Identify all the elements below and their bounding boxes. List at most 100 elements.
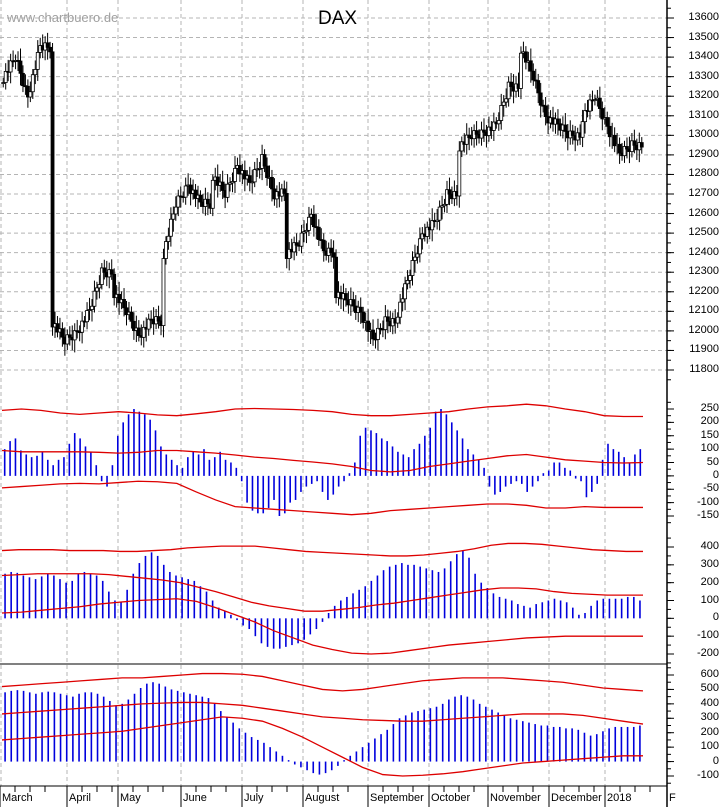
candle-body: [220, 181, 225, 191]
chart-title: DAX: [318, 8, 358, 29]
candle-body: [499, 105, 504, 121]
candle-body: [124, 307, 129, 316]
candle-body: [156, 316, 161, 322]
candle-body: [536, 80, 541, 94]
month-label: October: [431, 792, 471, 804]
candle-body: [366, 320, 371, 332]
y-tick-label: -150: [696, 509, 719, 521]
candle-body: [376, 327, 380, 340]
candle-body: [597, 97, 602, 109]
candle-body: [329, 247, 334, 254]
y-tick-label: -50: [703, 482, 719, 495]
y-tick-label: 400: [700, 696, 719, 709]
candle-body: [287, 248, 292, 259]
candle-body: [538, 92, 543, 106]
candle-body: [55, 323, 60, 333]
candle-body: [146, 318, 151, 330]
candle-body: [435, 219, 440, 222]
candle-body: [238, 165, 242, 175]
month-label: November: [490, 792, 541, 804]
candle-body: [262, 154, 267, 167]
candle-body: [252, 169, 257, 183]
candle-body: [543, 105, 548, 117]
candle-body: [90, 305, 94, 310]
candle-body: [60, 328, 65, 338]
candle-body: [639, 142, 644, 148]
candle-body: [430, 220, 435, 231]
middle-band-line: [1, 449, 644, 473]
candle-body: [600, 108, 605, 120]
candle-body: [457, 150, 462, 197]
y-tick-label: 12400: [688, 245, 719, 258]
candle-body: [622, 146, 627, 157]
candle-body: [225, 183, 230, 198]
candle-body: [383, 316, 388, 330]
y-tick-label: -200: [696, 647, 719, 659]
candle-body: [247, 175, 252, 183]
candle-body: [35, 52, 40, 70]
candle-body: [307, 216, 311, 231]
y-tick-label: 250: [700, 402, 719, 414]
month-label: December: [551, 792, 602, 804]
candle-body: [97, 284, 102, 289]
y-tick-label: 13100: [688, 108, 719, 121]
candle-body: [67, 334, 72, 338]
candle-body: [487, 126, 491, 136]
y-tick-label: 12300: [688, 265, 719, 278]
y-tick-label: -100: [696, 769, 719, 781]
candle-body: [215, 176, 220, 186]
candle-body: [371, 329, 375, 340]
candle-body: [580, 121, 585, 138]
y-tick-label: 13500: [688, 30, 719, 43]
candle-body: [361, 311, 366, 323]
candle-body: [632, 140, 637, 146]
candle-body: [482, 129, 486, 133]
candle-body: [171, 213, 176, 220]
candle-body: [617, 143, 622, 154]
candle-body: [445, 189, 449, 205]
y-tick-label: 100: [700, 442, 719, 455]
candle-body: [112, 273, 117, 299]
candle-body: [3, 70, 8, 83]
upper-band-line: [1, 672, 644, 692]
candle-body: [302, 231, 306, 234]
month-label: July: [244, 792, 264, 804]
candle-body: [398, 301, 403, 318]
month-label: August: [305, 792, 340, 804]
y-tick-label: 50: [706, 455, 719, 468]
candle-body: [166, 235, 171, 242]
candle-body: [408, 275, 412, 281]
candle-body: [131, 320, 136, 331]
candle-body: [188, 184, 193, 194]
candle-body: [198, 194, 203, 203]
y-tick-label: 12900: [688, 147, 719, 160]
candle-body: [228, 182, 232, 185]
candle-body: [437, 206, 442, 221]
candle-body: [48, 46, 52, 53]
candle-body: [417, 238, 422, 255]
y-tick-label: 100: [700, 740, 719, 753]
candle-body: [605, 117, 610, 127]
candle-body: [523, 51, 528, 63]
month-label: June: [183, 792, 207, 804]
y-tick-label: 300: [700, 711, 719, 724]
lower-band-line: [1, 598, 643, 655]
y-tick-label: 500: [700, 682, 719, 695]
candle-body: [501, 101, 506, 106]
candle-body: [583, 110, 587, 123]
y-tick-label: 100: [700, 593, 719, 606]
candle-body: [18, 60, 23, 74]
candle-body: [531, 70, 536, 81]
y-tick-label: 150: [700, 428, 719, 441]
candle-body: [403, 283, 407, 300]
y-tick-label: 600: [700, 668, 719, 680]
candle-body: [265, 165, 269, 178]
y-tick-label: 200: [700, 415, 719, 428]
y-tick-label: 12600: [688, 206, 719, 219]
y-tick-label: 12100: [688, 304, 719, 317]
candle-body: [593, 99, 597, 101]
y-tick-label: 0: [712, 754, 719, 767]
candle-body: [33, 69, 38, 76]
candle-body: [284, 193, 289, 259]
y-tick-label: 12500: [688, 226, 719, 239]
